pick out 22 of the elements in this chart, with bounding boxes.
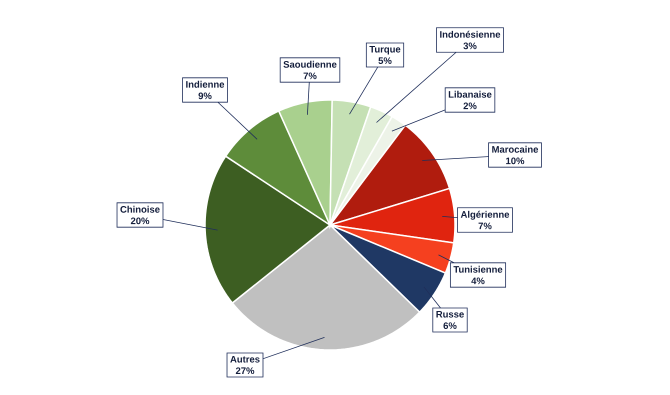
data-label: 7%: [478, 222, 492, 230]
slice-label: Russe: [436, 310, 464, 318]
data-label: 9%: [198, 92, 212, 100]
slice-label: Autres: [230, 356, 260, 363]
slice-label: Tunisienne: [453, 266, 502, 273]
slice-label: Saoudienne: [283, 60, 337, 68]
slice-label: Libanaise: [448, 90, 492, 98]
data-label: 2%: [463, 102, 477, 110]
data-label: 27%: [236, 367, 254, 374]
data-label: 10%: [506, 158, 524, 164]
data-label: 5%: [378, 57, 392, 64]
slice-label: Marocaine: [492, 146, 538, 153]
data-label: 20%: [130, 218, 150, 224]
data-label: 4%: [471, 278, 485, 284]
slice-label: Indonésienne: [440, 30, 500, 38]
slice-label: Algérienne: [460, 210, 510, 220]
data-label: 3%: [463, 42, 477, 50]
slice-label: Turque: [369, 46, 400, 54]
data-label: 7%: [304, 72, 317, 80]
slice-label: Chinoise: [120, 206, 160, 213]
data-label: 6%: [444, 322, 457, 330]
slice-label: Indienne: [186, 80, 224, 88]
